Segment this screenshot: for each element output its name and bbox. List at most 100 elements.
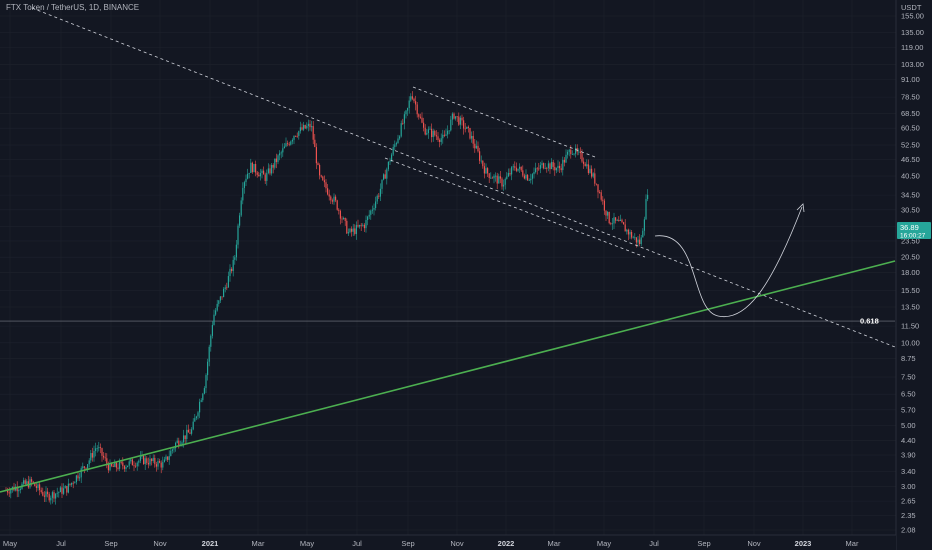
candle-body [503,184,505,187]
candle-body [426,133,428,135]
candle-body [330,196,332,201]
price-tag-value: 36.89 [900,223,919,232]
candle-body [298,131,300,136]
candle-body [523,175,525,179]
candle-body [512,166,514,168]
candle-body [159,461,161,463]
candle-body [608,211,610,224]
candle-body [171,449,173,451]
candle-body [61,487,63,494]
candle-body [47,491,49,495]
candle-body [272,164,274,168]
candle-body [367,216,369,221]
candle-body [581,153,583,162]
x-tick-label: Nov [450,539,464,548]
candle-body [77,475,79,479]
candle-body [424,127,426,135]
candle-body [435,135,437,137]
y-tick-label: 7.50 [901,373,916,382]
projection-curve [654,206,803,318]
candle-body [328,194,330,197]
candle-body [191,429,193,434]
candle-body [616,220,618,221]
y-tick-label: 15.50 [901,286,920,295]
candle-body [107,463,109,471]
candle-body [522,170,524,176]
candle-body [344,217,346,221]
candle-body [306,126,308,129]
candle-body [163,459,165,463]
candle-body [239,215,241,226]
candle-body [389,161,391,163]
x-tick-label: Mar [846,539,859,548]
candle-body [642,230,644,238]
candle-body [35,486,37,488]
candle-body [112,465,114,467]
candle-body [203,388,205,394]
candle-body [331,200,333,202]
candle-body [635,237,637,243]
candle-body [613,217,615,224]
candle-body [347,232,349,234]
candle-body [363,224,365,229]
candle-body [263,170,265,175]
y-tick-label: 60.50 [901,124,920,133]
candle-body [579,151,581,154]
candle-body [221,296,223,298]
candle-body [339,210,341,219]
candle-body [469,127,471,139]
candle-body [16,486,18,492]
candle-body [419,116,421,118]
candle-body [74,482,76,484]
candle-body [464,128,466,130]
candle-body [637,239,639,243]
candle-body [555,168,557,171]
candle-body [115,462,117,468]
candle-body [559,165,561,169]
support-trendline [0,260,896,493]
candle-body [575,148,577,154]
candle-body [186,429,188,439]
candle-body [360,224,362,226]
candle-body [91,453,93,458]
candle-body [274,158,276,168]
candle-body [528,180,530,182]
candle-body [7,490,9,493]
candle-body [152,457,154,462]
candle-body [343,217,345,219]
candle-body [437,136,439,140]
candle-body [216,303,218,311]
projection-arrow-icon [796,203,805,213]
x-tick-label: 2023 [795,539,812,548]
candle-body [416,104,418,115]
candle-body [309,123,311,128]
candle-body [627,229,629,235]
x-axis-ticks: May Jul Sep Nov 2021 Mar May Jul Sep Nov 2022 Mar Ma… [3,539,859,548]
candle-body [123,466,125,469]
candle-body [592,173,594,177]
candle-body [250,162,252,173]
chart-title: FTX Token / TetherUS, 1D, BINANCE [6,3,140,12]
price-tag [897,222,931,239]
candle-body [376,195,378,202]
candle-body [539,165,541,169]
y-tick-label: 8.75 [901,354,916,363]
candles [5,91,649,505]
candle-body [48,494,50,501]
candle-body [565,154,567,163]
candle-body [24,480,26,484]
candle-body [96,448,98,449]
candle-body [160,462,162,468]
candle-body [546,168,548,169]
candle-body [130,459,132,462]
candle-body [611,223,613,225]
candle-body [495,175,497,177]
candle-body [202,393,204,401]
candle-body [208,346,210,362]
candle-body [603,200,605,211]
candle-body [466,126,468,129]
candle-body [480,160,482,162]
channel-top-dashed-line [412,86,596,158]
x-tick-label: May [597,539,611,548]
